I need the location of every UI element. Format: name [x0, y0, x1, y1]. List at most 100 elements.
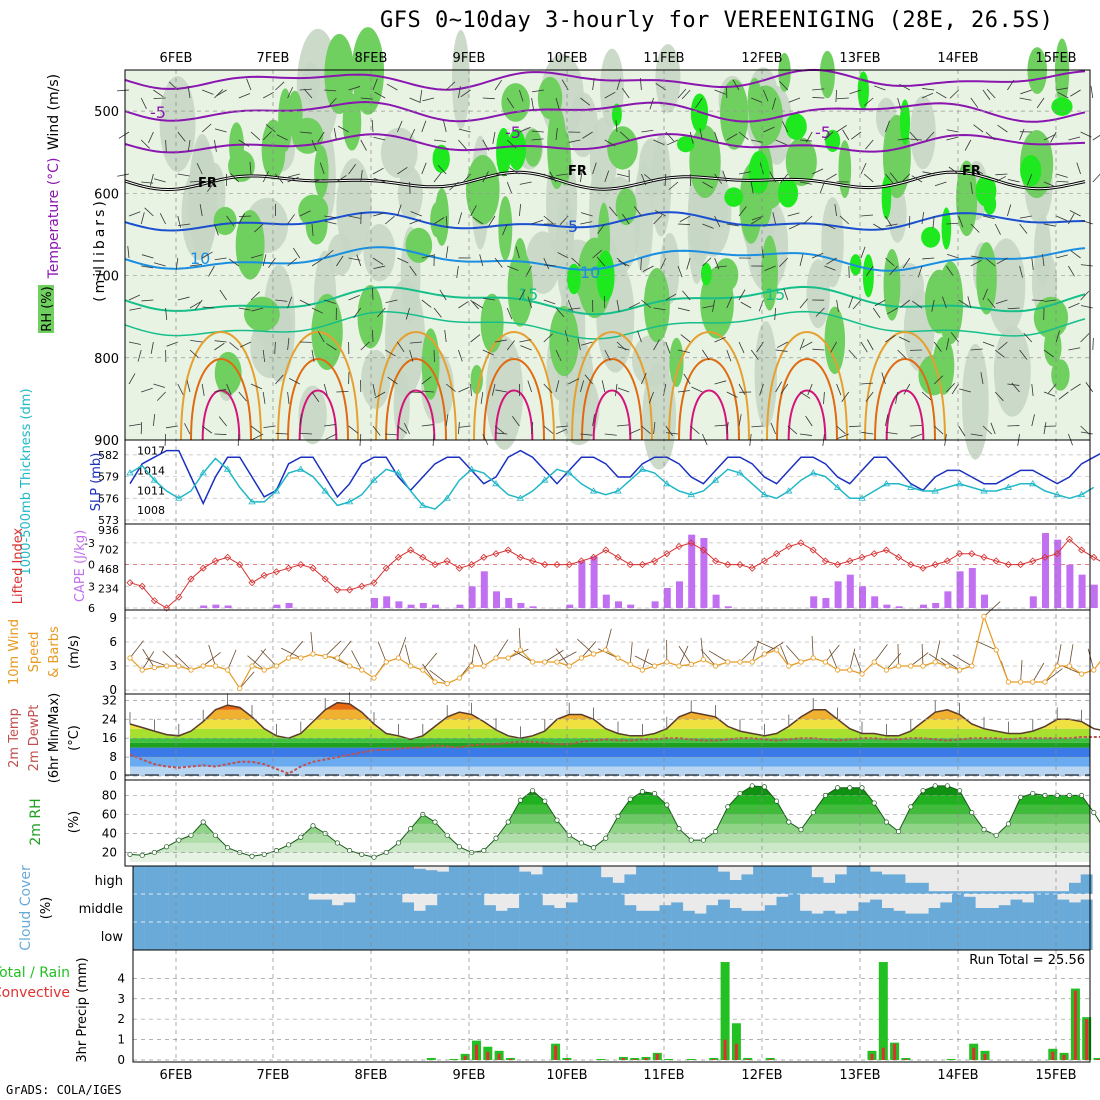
cloud-bar	[530, 874, 543, 894]
data-point	[1078, 546, 1086, 554]
wind-barb	[836, 97, 849, 100]
wind-barb	[900, 173, 911, 183]
data-point	[846, 557, 854, 565]
cape-bar	[944, 591, 952, 608]
data-point	[420, 667, 426, 673]
y-tick-label: 0	[109, 683, 117, 697]
cloud-bar	[308, 899, 321, 922]
cloud-bar	[133, 866, 145, 894]
data-point	[590, 651, 597, 657]
cloud-level-label: high	[95, 874, 123, 889]
convective-bar	[633, 1058, 637, 1060]
wind-barb	[860, 341, 868, 353]
wind-barb	[494, 173, 507, 176]
rh-contour	[785, 113, 807, 140]
rh-contour	[159, 76, 196, 172]
wind-barb	[214, 223, 219, 236]
cloud-bar	[998, 905, 1011, 922]
temp-band	[130, 738, 1090, 743]
wind-barb	[482, 171, 489, 183]
wind-barb	[137, 349, 142, 362]
wind-barb	[615, 120, 618, 133]
rh-contour	[690, 93, 709, 133]
wind-barb	[214, 128, 227, 133]
wind-barb	[970, 97, 979, 108]
rh-contour	[432, 144, 450, 173]
series-line	[129, 701, 1100, 741]
data-point	[614, 487, 622, 494]
data-point	[554, 659, 560, 665]
y-tick-label-right: 702	[98, 544, 119, 557]
convective-bar	[497, 1053, 501, 1060]
cloud-bar	[331, 905, 344, 922]
cloud-level-label: middle	[79, 902, 123, 917]
y-tick-label-right: 1008	[137, 504, 165, 517]
wind-barb	[580, 170, 583, 183]
wind-barb	[299, 131, 312, 134]
wind-barb	[750, 181, 754, 194]
cloud-bar	[179, 894, 192, 922]
data-point	[798, 827, 804, 833]
cloud-bar	[343, 866, 356, 894]
wind-barb	[460, 89, 471, 98]
cloud-bar	[788, 866, 801, 894]
wind-barb	[750, 217, 762, 225]
wind-barb	[323, 249, 334, 259]
data-point	[164, 663, 170, 669]
wind-barb	[252, 433, 264, 440]
cloud-bar	[916, 922, 929, 950]
data-point	[590, 553, 598, 561]
cape-bar	[883, 604, 891, 608]
wind-barb	[946, 136, 959, 141]
wind-barb	[507, 265, 519, 271]
cloud-bar	[448, 866, 461, 894]
rh-contour	[311, 293, 343, 371]
data-point	[663, 480, 671, 487]
cloud-bar	[203, 922, 216, 950]
cloud-bar	[881, 922, 894, 950]
cloud-bar	[706, 866, 719, 894]
wind-barb	[604, 349, 611, 361]
cloud-bar	[296, 894, 309, 922]
temperature-contour	[385, 358, 447, 441]
cloud-bar	[285, 866, 297, 894]
wind-barb	[351, 650, 363, 671]
wind-barb	[695, 97, 703, 109]
rh-contour	[292, 117, 324, 154]
data-point	[956, 550, 964, 558]
cloud-bar	[402, 866, 414, 894]
data-point	[321, 487, 329, 494]
rh-contour	[700, 262, 712, 286]
wind-barb	[150, 173, 154, 186]
wind-barb	[377, 641, 387, 663]
wind-barb	[1043, 134, 1055, 141]
rh-contour	[724, 187, 744, 207]
cloud-bar	[659, 866, 672, 894]
wind-barb	[605, 628, 612, 651]
cloud-bar	[250, 866, 262, 894]
contour-label: 10	[190, 249, 210, 268]
data-point	[578, 840, 584, 846]
contour-label: 5	[568, 217, 578, 236]
cape-bar	[700, 538, 708, 608]
cloud-bar	[565, 922, 578, 950]
cloud-bar	[1045, 922, 1058, 950]
temperature-contour	[494, 389, 534, 441]
wind-barb	[1007, 307, 1020, 310]
x-tick-label: 11FEB	[643, 1068, 684, 1083]
wind-barb	[515, 246, 520, 259]
cloud-bar	[1080, 874, 1093, 894]
convective-bar	[1085, 1019, 1089, 1060]
wind-barb	[471, 644, 476, 667]
wind-barb	[187, 139, 191, 152]
wind-barb	[470, 383, 472, 396]
wind-barb	[653, 422, 656, 435]
data-point	[517, 797, 523, 803]
wind-barb	[445, 246, 449, 259]
cloud-bar	[823, 922, 836, 950]
y-tick-label: 2	[117, 1012, 125, 1026]
cloud-bar	[542, 905, 555, 922]
cloud-bar	[647, 910, 660, 922]
wind-barb	[726, 422, 729, 435]
data-point	[139, 852, 145, 858]
